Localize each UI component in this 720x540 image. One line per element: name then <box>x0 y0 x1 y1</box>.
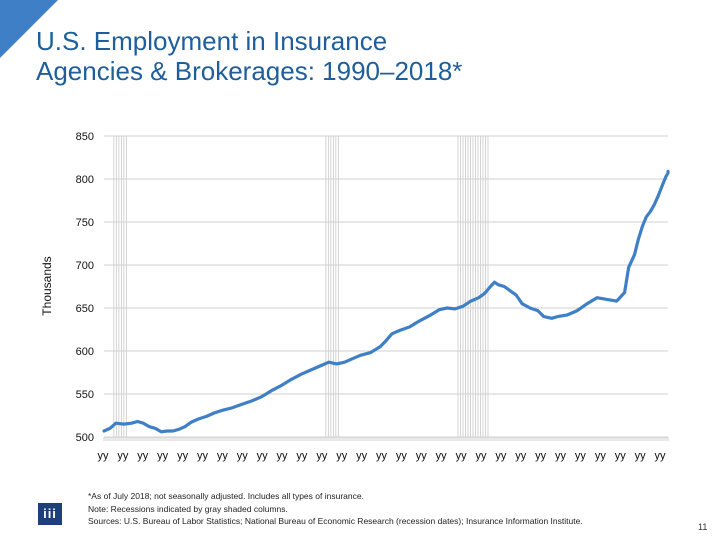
x-tick-label: yy <box>436 450 448 462</box>
x-tick-label: yy <box>137 450 149 462</box>
x-tick-label: yy <box>615 450 627 462</box>
y-tick-label: 700 <box>76 260 94 272</box>
page-number: 11 <box>698 522 708 532</box>
footnote-line: *As of July 2018; not seasonally adjuste… <box>88 491 364 501</box>
x-tick-label: yy <box>316 450 328 462</box>
y-tick-label: 650 <box>76 303 94 315</box>
series-lines <box>102 169 670 434</box>
recession-bands <box>113 136 489 437</box>
recession-band <box>457 136 489 437</box>
y-tick-label: 750 <box>76 217 94 229</box>
x-tick-label: yy <box>376 450 388 462</box>
x-tick-label: yy <box>257 450 269 462</box>
y-axis-label: Thousands <box>40 256 54 315</box>
x-tick-label: yy <box>237 450 249 462</box>
x-tick-label: yy <box>495 450 507 462</box>
x-tick-label: yy <box>535 450 547 462</box>
y-tick-label: 550 <box>76 389 94 401</box>
x-tick-label: yy <box>157 450 169 462</box>
x-tick-label: yy <box>595 450 607 462</box>
gridlines <box>104 135 668 438</box>
x-tick-label: yy <box>356 450 368 462</box>
recession-band <box>113 136 127 437</box>
x-tick-label: yy <box>475 450 487 462</box>
recession-band <box>325 136 339 437</box>
x-tick-label: yy <box>98 450 110 462</box>
x-tick-label: yy <box>416 450 428 462</box>
title-line-2: Agencies & Brokerages: 1990–2018* <box>36 56 463 86</box>
iii-logo: iii <box>38 503 62 525</box>
x-tick-label: yy <box>177 450 189 462</box>
x-tick-label: yy <box>555 450 567 462</box>
x-tick-label: yy <box>635 450 647 462</box>
y-tick-label: 850 <box>76 131 94 143</box>
footnote-line: Note: Recessions indicated by gray shade… <box>88 503 288 514</box>
x-tick-label: yy <box>296 450 308 462</box>
y-tick-labels: 500 550 600 650 700 750 800 850 <box>76 131 94 444</box>
corner-accent <box>0 0 58 58</box>
y-tick-label: 600 <box>76 346 94 358</box>
x-tick-label: yy <box>336 450 348 462</box>
y-tick-label: 800 <box>76 174 94 186</box>
footnote: *As of July 2018; not seasonally adjuste… <box>88 490 583 528</box>
employment-series-line <box>102 169 670 434</box>
x-tick-label: yy <box>277 450 289 462</box>
footnote-line: Sources: U.S. Bureau of Labor Statistics… <box>88 516 583 526</box>
x-minor-ticks <box>103 437 669 441</box>
x-tick-label: yy <box>575 450 587 462</box>
x-tick-label: yy <box>117 450 129 462</box>
x-tick-label: yy <box>197 450 209 462</box>
title-line-1: U.S. Employment in Insurance <box>36 26 388 56</box>
x-tick-label: yy <box>515 450 527 462</box>
y-tick-label: 500 <box>76 432 94 444</box>
x-tick-label: yy <box>655 450 667 462</box>
page-title: U.S. Employment in Insurance Agencies & … <box>36 26 676 86</box>
x-tick-label: yy <box>396 450 408 462</box>
x-tick-labels: yy yy yy yy yy yy yy yy yy yy yy yy yy yy yy yy yy yy yy yy… <box>98 450 667 462</box>
x-tick-label: yy <box>456 450 468 462</box>
x-tick-label: yy <box>217 450 229 462</box>
